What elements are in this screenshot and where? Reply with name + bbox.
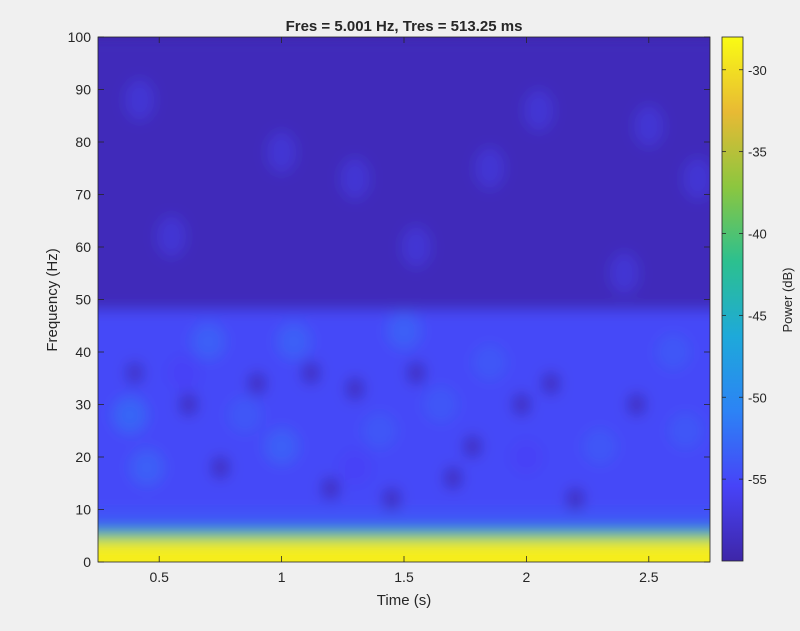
colorbar-tick-label: -45 (748, 308, 767, 323)
power-blob (509, 438, 544, 476)
colorbar-tick-label: -40 (748, 227, 767, 242)
colorbar-gradient (721, 36, 744, 562)
power-blob (112, 396, 147, 434)
power-blob (276, 323, 311, 360)
power-hole (302, 361, 320, 385)
y-tick-label: 90 (75, 82, 91, 98)
power-hole (463, 434, 482, 459)
y-tick-label: 100 (68, 29, 92, 45)
x-tick-label: 1.5 (394, 569, 414, 585)
power-patch (156, 215, 187, 258)
power-patch (474, 147, 505, 190)
x-axis-label: Time (s) (377, 592, 431, 609)
power-hole (211, 455, 229, 480)
power-patch (266, 131, 297, 174)
power-patch (683, 157, 710, 200)
power-patch (523, 89, 554, 132)
y-tick-label: 70 (75, 187, 91, 203)
x-tick-label: 2 (523, 569, 531, 585)
power-hole (512, 392, 531, 417)
power-band (98, 37, 710, 310)
plot-area: 0.5 1 1.5 2 2.5 0 10 20 30 40 50 60 70 80 90 100 (68, 29, 711, 585)
power-band (98, 509, 710, 531)
power-hole (321, 476, 340, 501)
y-tick-label: 0 (83, 554, 91, 570)
power-blob (227, 396, 263, 434)
power-blob (191, 323, 226, 360)
heatmap-image (98, 37, 710, 562)
power-blob (472, 344, 507, 381)
heatmap-layer (98, 37, 710, 562)
power-blob (129, 449, 165, 486)
y-tick-label: 20 (75, 449, 91, 465)
power-blob (668, 412, 703, 450)
colorbar-tick-label: -30 (748, 63, 767, 78)
colorbar-tick-label: -55 (748, 472, 767, 487)
power-hole (248, 371, 266, 396)
y-tick-label: 50 (75, 292, 91, 308)
power-patch (340, 157, 370, 200)
power-patch (401, 226, 431, 268)
colorbar-tick-label: -35 (748, 145, 767, 160)
power-patch (634, 105, 664, 148)
power-hole (126, 361, 144, 385)
power-blob (264, 428, 299, 465)
y-tick-label: 10 (75, 502, 91, 518)
power-band (98, 530, 710, 541)
y-tick-label: 30 (75, 397, 91, 413)
power-hole (180, 392, 198, 417)
colorbar-ticks: -30 -35 -40 -45 -50 -55 (722, 63, 767, 487)
x-tick-label: 1 (278, 569, 286, 585)
power-hole (383, 487, 401, 511)
power-blob (423, 386, 458, 423)
y-tick-label: 40 (75, 344, 91, 360)
power-blob (337, 449, 373, 486)
power-blob (582, 428, 617, 465)
power-blob (386, 312, 422, 350)
x-axis: 0.5 1 1.5 2 2.5 (149, 37, 659, 585)
power-blob (166, 354, 201, 392)
y-tick-label: 80 (75, 134, 91, 150)
power-blob (362, 412, 397, 450)
power-hole (444, 466, 462, 490)
power-hole (542, 371, 560, 396)
power-hole (627, 392, 646, 417)
power-hole (346, 377, 364, 401)
power-band (98, 541, 710, 562)
y-axis: 0 10 20 30 40 50 60 70 80 90 100 (68, 29, 710, 570)
colorbar-label: Power (dB) (780, 267, 795, 332)
x-tick-label: 0.5 (149, 569, 169, 585)
colorbar-tick-label: -50 (748, 390, 767, 405)
power-patch (609, 252, 640, 295)
colorbar: -30 -35 -40 -45 -50 -55 Power (dB) (721, 36, 795, 562)
chart-title: Fres = 5.001 Hz, Tres = 513.25 ms (286, 18, 523, 35)
y-tick-label: 60 (75, 239, 91, 255)
power-hole (566, 487, 584, 511)
power-hole (407, 361, 425, 385)
power-blob (656, 333, 691, 371)
x-tick-label: 2.5 (639, 569, 659, 585)
y-axis-label: Frequency (Hz) (44, 248, 61, 351)
power-patch (124, 79, 155, 121)
